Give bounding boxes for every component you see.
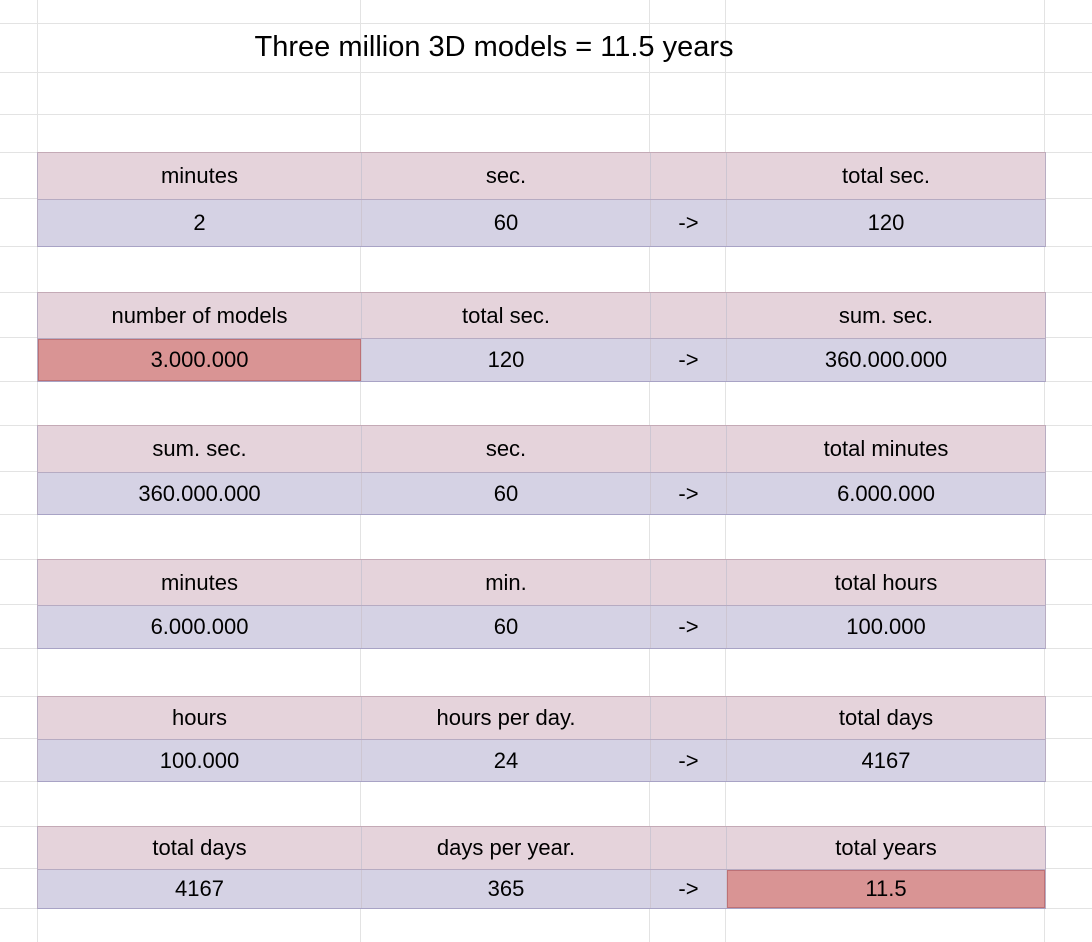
value-cell[interactable]: 60 <box>361 606 650 648</box>
arrow-cell[interactable]: -> <box>650 606 726 648</box>
arrow-cell[interactable]: -> <box>650 339 726 381</box>
value-row: 100.000 24 -> 4167 <box>38 740 1045 781</box>
value-cell[interactable]: 365 <box>361 870 650 908</box>
header-cell[interactable]: sec. <box>361 426 650 472</box>
calc-block-seconds-to-minutes: sum. sec. sec. total minutes 360.000.000… <box>37 425 1046 515</box>
header-row: hours hours per day. total days <box>38 697 1045 740</box>
header-cell[interactable]: sum. sec. <box>726 293 1045 338</box>
header-cell[interactable] <box>650 153 726 199</box>
value-cell[interactable]: 100.000 <box>38 740 361 781</box>
value-cell[interactable]: 60 <box>361 200 650 246</box>
header-cell[interactable]: minutes <box>38 153 361 199</box>
header-row: total days days per year. total years <box>38 827 1045 870</box>
header-row: number of models total sec. sum. sec. <box>38 293 1045 339</box>
header-cell[interactable] <box>650 560 726 605</box>
value-cell[interactable]: 4167 <box>38 870 361 908</box>
calc-block-models-to-sum-seconds: number of models total sec. sum. sec. 3.… <box>37 292 1046 382</box>
arrow-cell[interactable]: -> <box>650 473 726 514</box>
header-row: minutes sec. total sec. <box>38 153 1045 200</box>
header-cell[interactable]: total days <box>38 827 361 869</box>
header-cell[interactable]: number of models <box>38 293 361 338</box>
value-row: 6.000.000 60 -> 100.000 <box>38 606 1045 648</box>
value-row: 4167 365 -> 11.5 <box>38 870 1045 908</box>
value-cell[interactable]: 120 <box>361 339 650 381</box>
value-cell[interactable]: 360.000.000 <box>38 473 361 514</box>
arrow-cell[interactable]: -> <box>650 200 726 246</box>
arrow-cell[interactable]: -> <box>650 740 726 781</box>
calc-block-minutes-to-seconds: minutes sec. total sec. 2 60 -> 120 <box>37 152 1046 247</box>
value-cell[interactable]: 6.000.000 <box>726 473 1045 514</box>
header-cell[interactable] <box>650 697 726 739</box>
calc-block-hours-to-days: hours hours per day. total days 100.000 … <box>37 696 1046 782</box>
title-cell[interactable]: Three million 3D models = 11.5 years <box>254 31 734 63</box>
value-row: 360.000.000 60 -> 6.000.000 <box>38 473 1045 514</box>
arrow-cell[interactable]: -> <box>650 870 726 908</box>
highlight-cell[interactable]: 3.000.000 <box>38 339 361 381</box>
value-cell[interactable]: 2 <box>38 200 361 246</box>
header-cell[interactable] <box>650 827 726 869</box>
gridline-horizontal <box>0 114 1092 115</box>
calc-block-minutes-to-hours: minutes min. total hours 6.000.000 60 ->… <box>37 559 1046 649</box>
value-row: 3.000.000 120 -> 360.000.000 <box>38 339 1045 381</box>
header-cell[interactable]: sec. <box>361 153 650 199</box>
value-cell[interactable]: 6.000.000 <box>38 606 361 648</box>
header-cell[interactable]: minutes <box>38 560 361 605</box>
value-cell[interactable]: 4167 <box>726 740 1045 781</box>
header-cell[interactable]: hours per day. <box>361 697 650 739</box>
header-cell[interactable]: total sec. <box>726 153 1045 199</box>
value-cell[interactable]: 120 <box>726 200 1045 246</box>
header-cell[interactable]: total sec. <box>361 293 650 338</box>
gridline-horizontal <box>0 23 1092 24</box>
header-cell[interactable]: total hours <box>726 560 1045 605</box>
header-cell[interactable]: days per year. <box>361 827 650 869</box>
header-cell[interactable]: hours <box>38 697 361 739</box>
calc-block-days-to-years: total days days per year. total years 41… <box>37 826 1046 909</box>
value-row: 2 60 -> 120 <box>38 200 1045 246</box>
gridline-horizontal <box>0 72 1092 73</box>
value-cell[interactable]: 60 <box>361 473 650 514</box>
header-cell[interactable] <box>650 293 726 338</box>
value-cell[interactable]: 24 <box>361 740 650 781</box>
value-cell[interactable]: 100.000 <box>726 606 1045 648</box>
header-cell[interactable]: total days <box>726 697 1045 739</box>
value-cell[interactable]: 360.000.000 <box>726 339 1045 381</box>
header-cell[interactable]: total years <box>726 827 1045 869</box>
header-row: minutes min. total hours <box>38 560 1045 606</box>
highlight-cell[interactable]: 11.5 <box>726 870 1045 908</box>
header-cell[interactable]: sum. sec. <box>38 426 361 472</box>
header-cell[interactable]: total minutes <box>726 426 1045 472</box>
header-cell[interactable]: min. <box>361 560 650 605</box>
header-cell[interactable] <box>650 426 726 472</box>
header-row: sum. sec. sec. total minutes <box>38 426 1045 473</box>
